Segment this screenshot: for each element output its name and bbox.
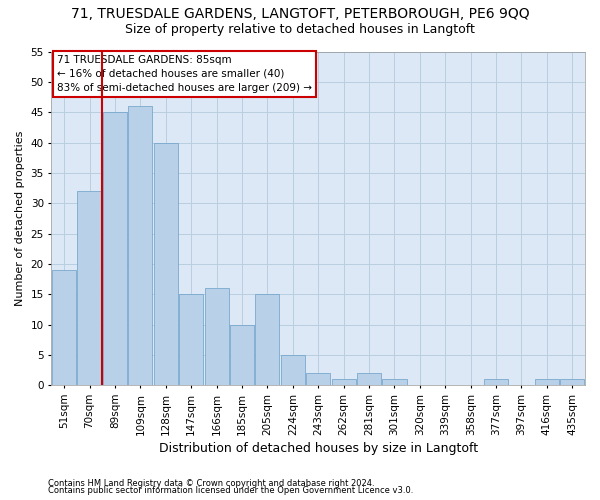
Bar	[128, 106, 152, 386]
Text: Contains public sector information licensed under the Open Government Licence v3: Contains public sector information licen…	[48, 486, 413, 495]
Bar	[484, 379, 508, 386]
Bar	[306, 373, 330, 386]
Bar	[281, 355, 305, 386]
Text: Contains HM Land Registry data © Crown copyright and database right 2024.: Contains HM Land Registry data © Crown c…	[48, 478, 374, 488]
Bar	[256, 294, 280, 386]
Y-axis label: Number of detached properties: Number of detached properties	[15, 130, 25, 306]
Bar	[560, 379, 584, 386]
Text: 71, TRUESDALE GARDENS, LANGTOFT, PETERBOROUGH, PE6 9QQ: 71, TRUESDALE GARDENS, LANGTOFT, PETERBO…	[71, 8, 529, 22]
Bar	[103, 112, 127, 386]
X-axis label: Distribution of detached houses by size in Langtoft: Distribution of detached houses by size …	[158, 442, 478, 455]
Bar	[179, 294, 203, 386]
Bar	[154, 142, 178, 386]
Bar	[357, 373, 381, 386]
Bar	[205, 288, 229, 386]
Text: Size of property relative to detached houses in Langtoft: Size of property relative to detached ho…	[125, 22, 475, 36]
Bar	[52, 270, 76, 386]
Bar	[332, 379, 356, 386]
Bar	[535, 379, 559, 386]
Bar	[230, 324, 254, 386]
Bar	[382, 379, 407, 386]
Text: 71 TRUESDALE GARDENS: 85sqm
← 16% of detached houses are smaller (40)
83% of sem: 71 TRUESDALE GARDENS: 85sqm ← 16% of det…	[57, 55, 312, 93]
Bar	[77, 191, 101, 386]
